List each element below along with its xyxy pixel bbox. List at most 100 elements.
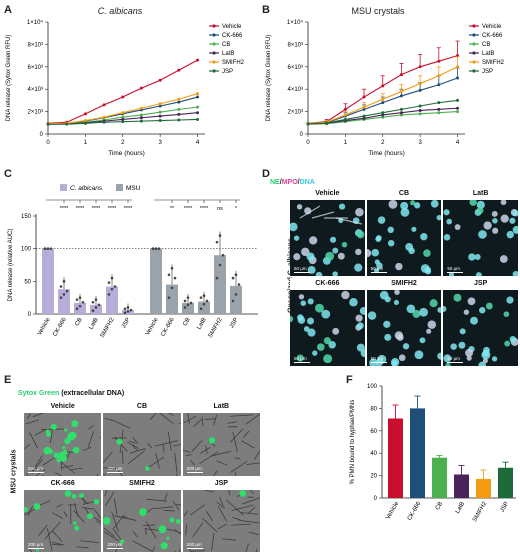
- y-tick-label: 40: [370, 451, 377, 457]
- data-point: [456, 65, 460, 69]
- hypha: [335, 217, 363, 225]
- data-point: [65, 122, 69, 126]
- cell: [315, 303, 324, 313]
- micrograph-image: [290, 290, 365, 364]
- scale-bar: [186, 548, 203, 549]
- x-tick-label: 1: [344, 140, 348, 146]
- cell: [483, 358, 489, 364]
- micrograph-label: CK-666: [24, 477, 102, 490]
- panel-d-grid: Vehicle 50 μm CB 50 μm LatB 50 μm CK-666 50 μm S…: [290, 188, 518, 366]
- crystal: [143, 523, 156, 526]
- crystal: [103, 474, 107, 476]
- cell: [466, 355, 473, 361]
- sytox-signal: [74, 525, 80, 531]
- cell: [503, 311, 510, 317]
- replicate-dot: [205, 299, 209, 303]
- cell: [453, 293, 462, 302]
- x-tick-label: JSP: [500, 501, 511, 514]
- cell: [437, 307, 442, 313]
- cell: [312, 350, 318, 356]
- data-point: [418, 112, 422, 116]
- data-point: [177, 100, 181, 104]
- crystal: [87, 431, 94, 448]
- replicate-dot: [167, 296, 171, 299]
- x-tick-label: Vehicle: [37, 316, 52, 336]
- legend-label: CK-666: [222, 33, 243, 39]
- data-point: [158, 102, 162, 106]
- cell: [356, 343, 365, 352]
- crystal: [229, 414, 253, 417]
- chart-b-title: MSU crystals: [351, 6, 405, 16]
- cell: [307, 265, 316, 274]
- crystal: [145, 520, 157, 539]
- cell: [373, 268, 379, 274]
- replicate-dot: [167, 273, 171, 277]
- data-point: [456, 110, 460, 114]
- data-point: [139, 86, 143, 90]
- micrograph-ck-666: CK-666 200 μm: [24, 477, 102, 552]
- cell: [509, 217, 516, 224]
- crystal: [246, 462, 260, 465]
- y-tick-label: 2×10³: [287, 110, 303, 116]
- sytox-signal: [120, 538, 125, 544]
- crystal: [212, 414, 217, 426]
- data-point: [381, 115, 385, 119]
- cell: [500, 199, 507, 206]
- replicate-dot: [154, 247, 158, 250]
- sytox-signal: [53, 452, 60, 459]
- legend-mpo: MPO: [281, 179, 298, 186]
- cell: [513, 225, 518, 234]
- replicate-dot: [170, 286, 174, 290]
- data-point: [362, 107, 366, 111]
- cell: [455, 224, 461, 230]
- bar-ck-666: [166, 284, 178, 314]
- micrograph-image: [103, 409, 181, 476]
- y-tick-label: 4×10³: [287, 87, 303, 93]
- replicate-dot: [110, 287, 114, 291]
- replicate-dot: [43, 247, 47, 250]
- y-tick-label: 0: [374, 496, 378, 502]
- sytox-signal: [169, 516, 175, 522]
- legend-dna: DNA: [299, 179, 315, 186]
- cell: [445, 362, 451, 366]
- cell: [429, 299, 438, 308]
- replicate-dot: [123, 307, 127, 311]
- sytox-signal: [63, 451, 68, 455]
- replicate-dot: [113, 285, 117, 288]
- legend-marker: [472, 24, 476, 28]
- data-point: [121, 111, 125, 115]
- x-tick-label: 2: [381, 140, 385, 146]
- crystal: [103, 466, 116, 471]
- cell: [479, 307, 486, 314]
- sytox-signal: [62, 445, 66, 450]
- data-point: [158, 110, 162, 114]
- cell: [512, 210, 518, 217]
- replicate-dot: [123, 311, 127, 314]
- data-point: [362, 105, 366, 109]
- cell: [323, 337, 331, 345]
- legend-label: SMIFH2: [222, 60, 245, 66]
- bar-jsp: [498, 467, 513, 498]
- crystal: [247, 506, 256, 514]
- crystal: [225, 499, 244, 516]
- crystal: [29, 432, 39, 449]
- micrograph-image: [183, 477, 260, 552]
- crystal: [185, 454, 192, 457]
- data-point: [121, 95, 125, 99]
- cell: [332, 327, 340, 335]
- replicate-dot: [126, 310, 130, 313]
- micrograph-image: [366, 199, 442, 275]
- x-axis-label: Time (hours): [368, 150, 405, 157]
- legend-marker: [472, 42, 476, 46]
- cell: [394, 262, 403, 271]
- crystal: [176, 473, 179, 476]
- crystal: [191, 521, 204, 537]
- scale-bar: [186, 471, 203, 473]
- data-point: [102, 115, 106, 119]
- micrograph-label: SMIFH2: [103, 477, 181, 490]
- x-tick-label: Vehicle: [145, 316, 160, 336]
- crystal: [52, 541, 64, 545]
- sig-label: ****: [76, 206, 85, 212]
- crystal: [215, 500, 225, 508]
- legend-msu: MSU: [126, 185, 141, 192]
